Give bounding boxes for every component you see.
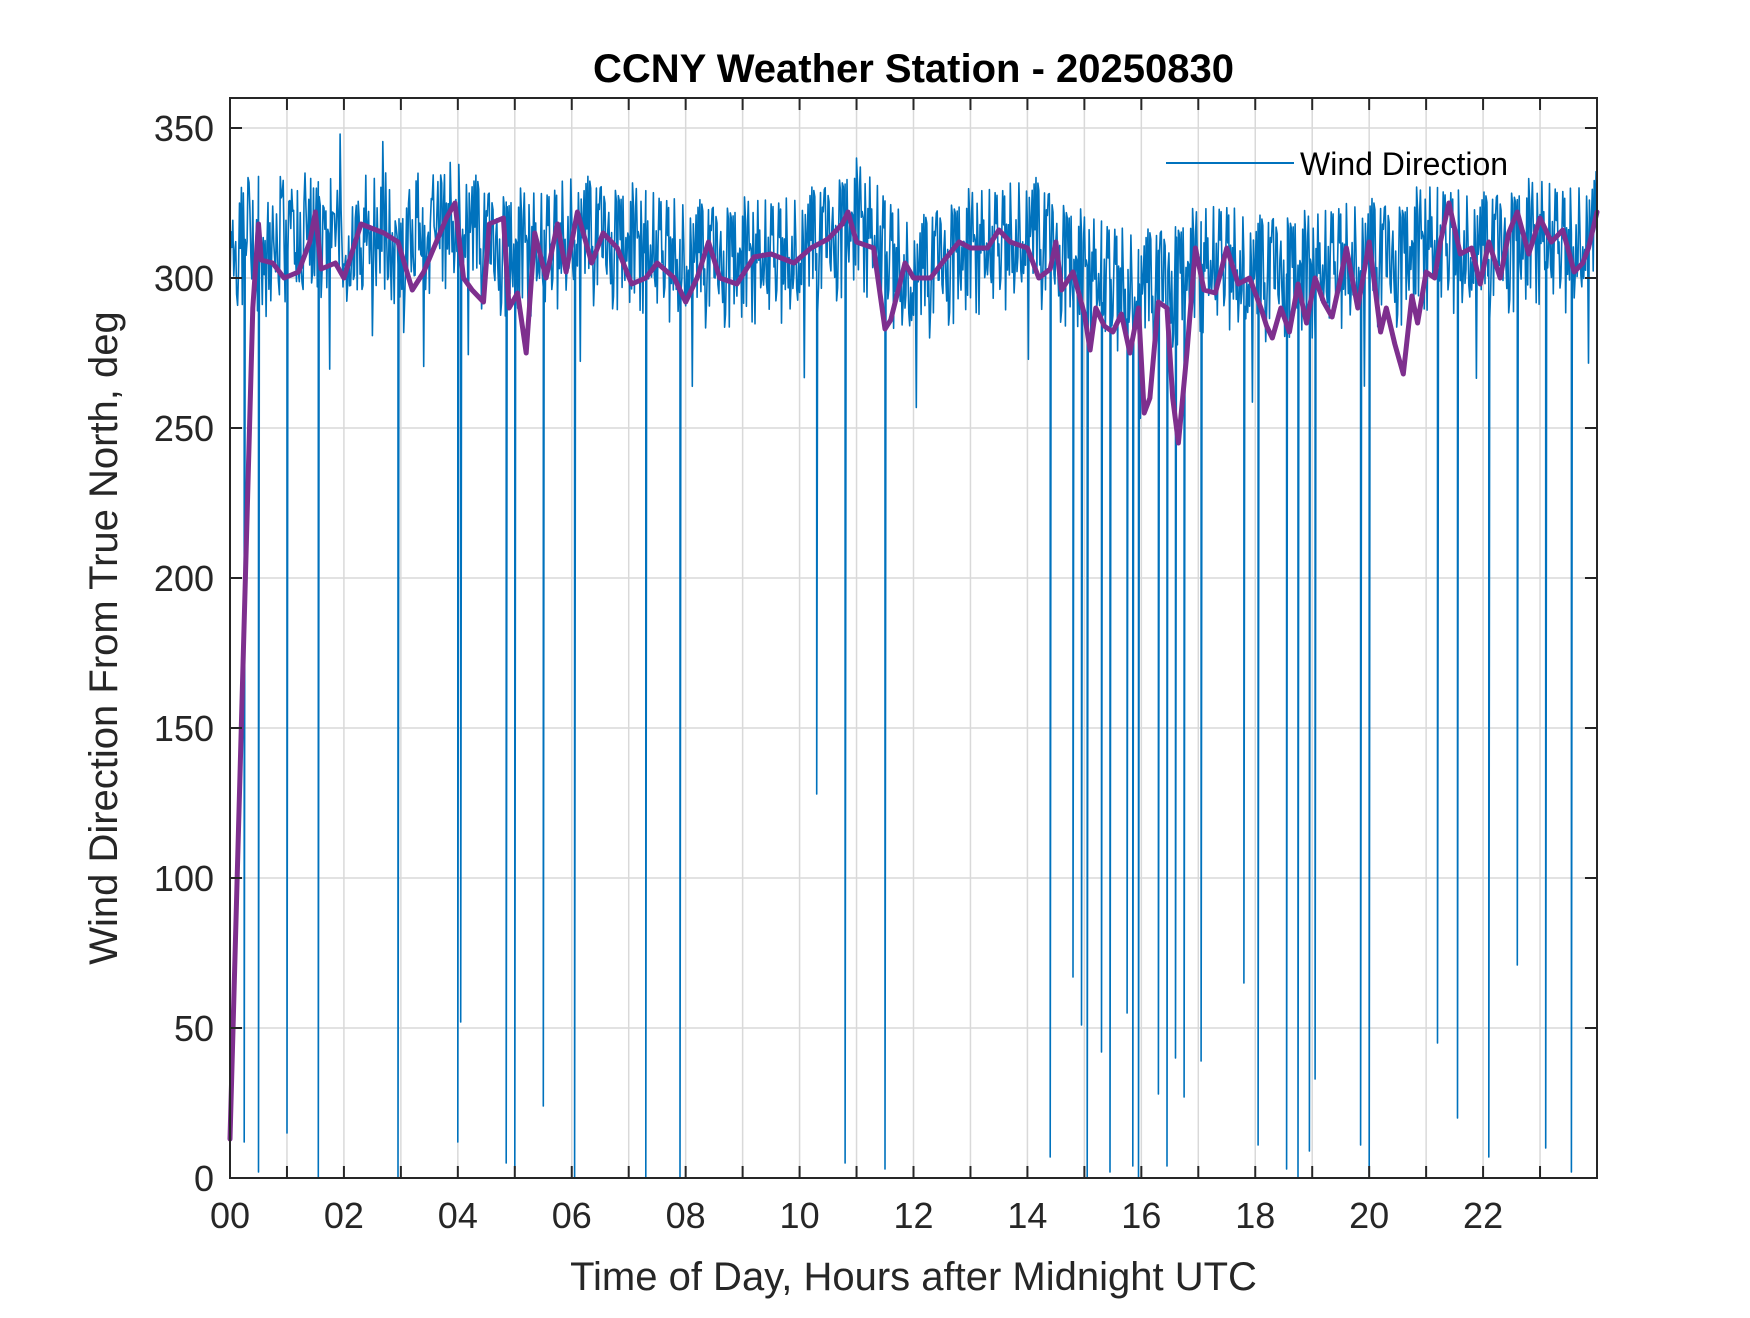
axis-ticks: 00 02 04 06 08 10 12 14 16 18 20 22 0 50 100 150 200 250 3… bbox=[154, 98, 1597, 1236]
x-tick-label: 10 bbox=[780, 1195, 820, 1236]
series-line-smoothed-wind-direction bbox=[227, 200, 1600, 1142]
x-tick-label: 16 bbox=[1121, 1195, 1161, 1236]
y-tick-label: 350 bbox=[154, 108, 214, 149]
data-series bbox=[227, 133, 1600, 1179]
series-line-wind-direction bbox=[229, 133, 1598, 1179]
y-tick-label: 0 bbox=[194, 1158, 214, 1199]
x-tick-label: 20 bbox=[1349, 1195, 1389, 1236]
y-tick-label: 150 bbox=[154, 708, 214, 749]
x-tick-label: 02 bbox=[324, 1195, 364, 1236]
x-tick-label: 14 bbox=[1007, 1195, 1047, 1236]
x-tick-label: 08 bbox=[666, 1195, 706, 1236]
x-axis-title: Time of Day, Hours after Midnight UTC bbox=[570, 1255, 1257, 1299]
y-tick-label: 250 bbox=[154, 408, 214, 449]
chart-title: CCNY Weather Station - 20250830 bbox=[593, 47, 1234, 91]
x-tick-label: 04 bbox=[438, 1195, 478, 1236]
y-tick-label: 50 bbox=[174, 1008, 214, 1049]
y-axis-title: Wind Direction From True North, deg bbox=[82, 311, 126, 965]
y-tick-label: 300 bbox=[154, 258, 214, 299]
x-tick-label: 22 bbox=[1463, 1195, 1503, 1236]
legend: Wind Direction bbox=[1166, 146, 1508, 182]
y-tick-label: 100 bbox=[154, 858, 214, 899]
x-tick-label: 06 bbox=[552, 1195, 592, 1236]
x-tick-label: 12 bbox=[893, 1195, 933, 1236]
x-tick-label: 00 bbox=[210, 1195, 250, 1236]
legend-label-wind-direction: Wind Direction bbox=[1300, 146, 1508, 182]
y-tick-label: 200 bbox=[154, 558, 214, 599]
x-tick-label: 18 bbox=[1235, 1195, 1275, 1236]
